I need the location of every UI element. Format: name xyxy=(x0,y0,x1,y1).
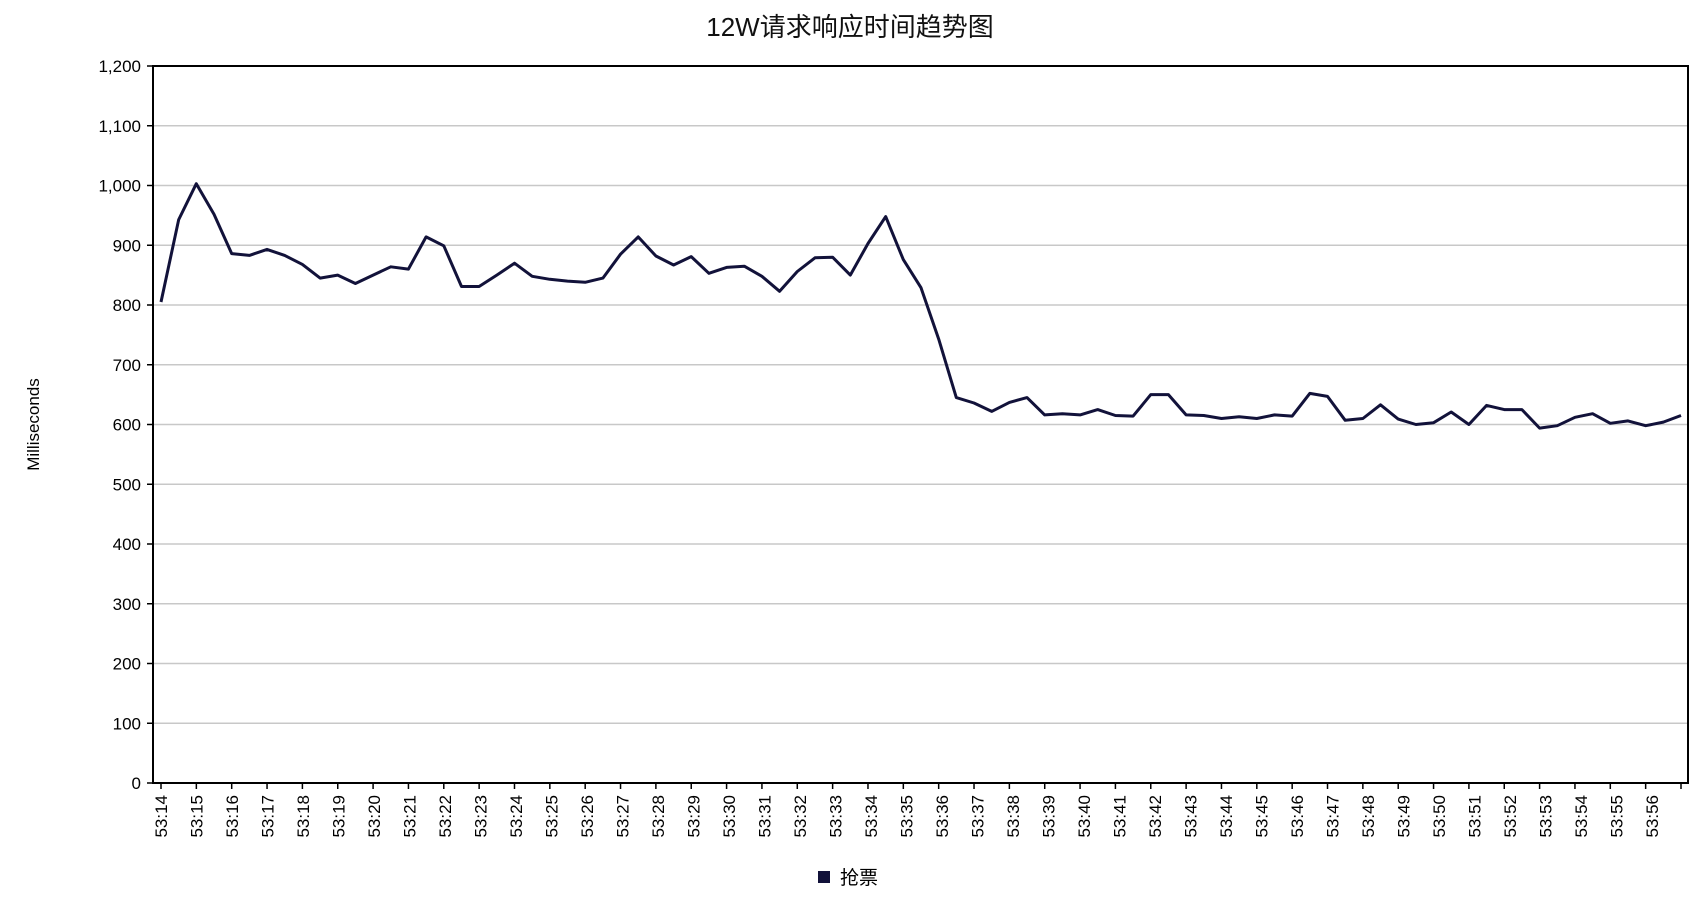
x-tick-label: 53:50 xyxy=(1430,795,1449,838)
legend: 抢票 xyxy=(818,867,878,889)
x-tick-label: 53:42 xyxy=(1146,795,1165,838)
x-tick-label: 53:18 xyxy=(294,795,313,838)
y-axis-label: Milliseconds xyxy=(24,378,43,471)
x-tick-label: 53:37 xyxy=(969,795,988,838)
x-tick-label: 53:17 xyxy=(259,795,278,838)
x-tick-label: 53:28 xyxy=(649,795,668,838)
series-layer xyxy=(159,182,1682,430)
x-tick-label: 53:31 xyxy=(756,795,775,838)
x-tick-label: 53:52 xyxy=(1501,795,1520,838)
x-tick-label: 53:29 xyxy=(685,795,704,838)
x-tick-label: 53:33 xyxy=(827,795,846,838)
x-tick-label: 53:22 xyxy=(436,795,455,838)
x-tick-label: 53:15 xyxy=(188,795,207,838)
x-tick-label: 53:35 xyxy=(898,795,917,838)
x-tick-label: 53:44 xyxy=(1217,795,1236,838)
y-axis-ticks: 0 100 200 300 400 500 600 700 800 900 1,000 1,100 1,… xyxy=(98,57,153,793)
x-tick-label: 53:48 xyxy=(1359,795,1378,838)
series-line xyxy=(159,182,1682,430)
x-tick-label: 53:55 xyxy=(1608,795,1627,838)
legend-swatch xyxy=(818,871,830,883)
x-tick-label: 53:23 xyxy=(472,795,491,838)
y-tick-label: 1,000 xyxy=(98,177,141,196)
gridlines xyxy=(153,125,1688,724)
y-tick-label: 200 xyxy=(113,655,141,674)
y-tick-label: 0 xyxy=(132,774,141,793)
x-axis-ticks: 53:14 53:15 53:16 53:17 53:18 53:19 53:20 53:21… xyxy=(152,783,1682,838)
x-tick-label: 53:30 xyxy=(720,795,739,838)
x-tick-label: 53:36 xyxy=(933,795,952,838)
x-tick-label: 53:24 xyxy=(507,795,526,838)
x-tick-label: 53:54 xyxy=(1572,795,1591,838)
x-tick-label: 53:40 xyxy=(1075,795,1094,838)
y-tick-label: 800 xyxy=(113,296,141,315)
x-tick-label: 53:19 xyxy=(330,795,349,838)
plot-area-frame xyxy=(152,65,1689,784)
x-tick-label: 53:51 xyxy=(1466,795,1485,838)
x-tick-label: 53:43 xyxy=(1182,795,1201,838)
x-tick-label: 53:34 xyxy=(862,795,881,838)
x-tick-label: 53:14 xyxy=(152,795,171,838)
x-tick-label: 53:25 xyxy=(543,795,562,838)
x-tick-label: 53:38 xyxy=(1004,795,1023,838)
x-tick-label: 53:47 xyxy=(1324,795,1343,838)
x-tick-label: 53:46 xyxy=(1288,795,1307,838)
x-tick-label: 53:27 xyxy=(614,795,633,838)
y-tick-label: 600 xyxy=(113,416,141,435)
y-tick-label: 100 xyxy=(113,714,141,733)
y-tick-label: 700 xyxy=(113,356,141,375)
x-tick-label: 53:20 xyxy=(365,795,384,838)
x-tick-label: 53:49 xyxy=(1395,795,1414,838)
x-tick-label: 53:56 xyxy=(1643,795,1662,838)
x-tick-label: 53:53 xyxy=(1537,795,1556,838)
x-tick-label: 53:45 xyxy=(1253,795,1272,838)
chart-title: 12W请求响应时间趋势图 xyxy=(706,12,993,42)
x-tick-label: 53:16 xyxy=(223,795,242,838)
y-tick-label: 500 xyxy=(113,475,141,494)
y-tick-label: 900 xyxy=(113,236,141,255)
x-tick-label: 53:32 xyxy=(791,795,810,838)
y-tick-label: 1,100 xyxy=(98,117,141,136)
x-tick-label: 53:39 xyxy=(1040,795,1059,838)
legend-label: 抢票 xyxy=(840,867,878,889)
y-tick-label: 400 xyxy=(113,535,141,554)
y-tick-label: 1,200 xyxy=(98,57,141,76)
x-tick-label: 53:41 xyxy=(1111,795,1130,838)
x-tick-label: 53:21 xyxy=(401,795,420,838)
x-tick-label: 53:26 xyxy=(578,795,597,838)
y-tick-label: 300 xyxy=(113,595,141,614)
